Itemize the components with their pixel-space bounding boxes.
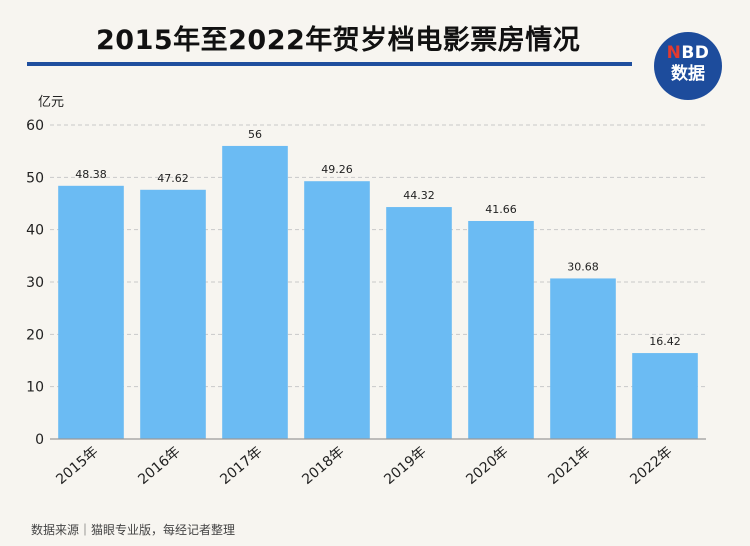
data-source-note: 数据来源｜猫眼专业版，每经记者整理 — [31, 523, 236, 537]
bar — [304, 181, 370, 439]
chart-title: 2015年至2022年贺岁档电影票房情况 — [96, 25, 581, 56]
y-tick-label: 0 — [35, 432, 44, 448]
y-tick-label: 50 — [26, 170, 44, 186]
bar-value-label: 41.66 — [485, 203, 517, 216]
bar-value-label: 47.62 — [157, 172, 189, 185]
bar — [58, 185, 124, 439]
y-tick-label: 30 — [26, 275, 44, 291]
x-tick-label: 2015年 — [53, 444, 101, 488]
bar-value-label: 16.42 — [649, 335, 681, 348]
logo-data-text: 数据 — [671, 64, 705, 84]
bar — [468, 220, 534, 439]
bar — [632, 353, 698, 439]
logo-nbd-text: NBD — [666, 43, 710, 63]
x-tick-label: 2021年 — [545, 444, 593, 488]
bar-value-label: 56 — [248, 128, 262, 141]
y-tick-label: 40 — [26, 223, 44, 239]
x-tick-label: 2022年 — [627, 444, 675, 488]
bar — [550, 278, 616, 439]
y-axis-unit-label: 亿元 — [38, 95, 64, 110]
nbd-logo: NBD 数据 — [654, 32, 722, 100]
x-tick-label: 2020年 — [463, 444, 511, 488]
y-tick-label: 60 — [26, 118, 44, 134]
bar-value-label: 48.38 — [75, 168, 107, 181]
bar — [222, 145, 288, 439]
title-underline — [27, 62, 632, 66]
bar-value-label: 49.26 — [321, 163, 353, 176]
y-tick-label: 20 — [26, 327, 44, 343]
bar-value-label: 44.32 — [403, 189, 435, 202]
bar-value-label: 30.68 — [567, 260, 599, 273]
x-tick-label: 2017年 — [217, 444, 265, 488]
x-tick-label: 2018年 — [299, 444, 347, 488]
y-tick-label: 10 — [26, 380, 44, 396]
x-tick-label: 2016年 — [135, 444, 183, 488]
bar — [386, 207, 452, 439]
x-tick-label: 2019年 — [381, 444, 429, 488]
bar — [140, 189, 206, 439]
